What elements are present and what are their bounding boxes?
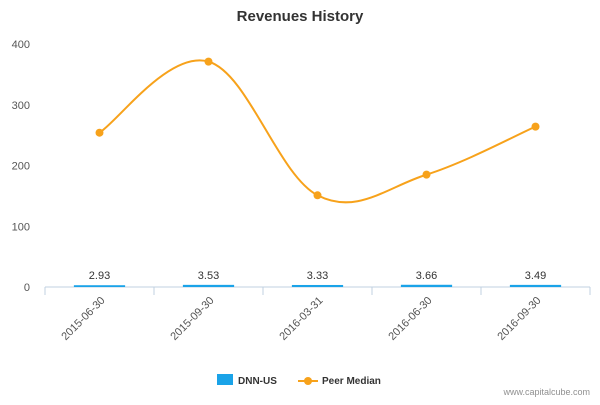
y-tick-label: 200	[12, 161, 30, 173]
x-tick-label: 2016-09-30	[495, 295, 543, 343]
bar-dnn-us	[182, 284, 235, 287]
peer-median-point	[95, 128, 104, 137]
peer-median-point	[313, 191, 322, 200]
legend-swatch-dnn-us	[217, 374, 233, 385]
bar-data-label: 3.66	[416, 270, 437, 282]
bar-data-labels: 2.93 3.53 3.33 3.66 3.49	[89, 270, 546, 282]
peer-median-line	[98, 59, 536, 204]
peer-median-point	[531, 122, 540, 131]
y-tick-label: 0	[24, 282, 30, 294]
legend: DNN-US Peer Median	[217, 374, 381, 387]
y-tick-label: 400	[12, 39, 30, 51]
chart-title: Revenues History	[237, 8, 364, 25]
legend-marker-peer-median	[304, 377, 312, 385]
peer-median-points	[95, 57, 540, 200]
y-axis: 0 100 200 300 400	[12, 39, 30, 294]
bar-series-dnn-us	[73, 284, 562, 287]
bar-data-label: 3.53	[198, 270, 219, 282]
x-tick-label: 2015-06-30	[59, 295, 107, 343]
legend-label-dnn-us: DNN-US	[238, 376, 277, 387]
bar-dnn-us	[291, 284, 344, 287]
peer-median-point	[422, 170, 431, 179]
bar-data-label: 3.33	[307, 270, 328, 282]
credit-text: www.capitalcube.com	[502, 387, 590, 397]
bar-dnn-us	[509, 284, 562, 287]
x-axis: 2015-06-30 2015-09-30 2016-03-31 2016-06-30…	[44, 286, 591, 343]
y-tick-label: 100	[12, 221, 30, 233]
legend-label-peer-median: Peer Median	[322, 376, 381, 387]
peer-median-point	[204, 57, 213, 66]
y-tick-label: 300	[12, 100, 30, 112]
bar-data-label: 2.93	[89, 270, 110, 282]
bar-dnn-us	[73, 285, 126, 287]
x-tick-label: 2016-06-30	[386, 295, 434, 343]
bar-dnn-us	[400, 284, 453, 287]
x-tick-label: 2015-09-30	[168, 295, 216, 343]
x-tick-label: 2016-03-31	[277, 295, 325, 343]
bar-data-label: 3.49	[525, 270, 546, 282]
